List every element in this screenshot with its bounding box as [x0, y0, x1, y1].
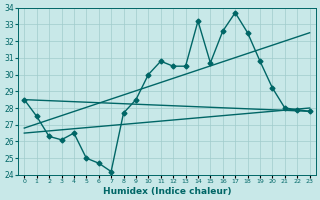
- X-axis label: Humidex (Indice chaleur): Humidex (Indice chaleur): [103, 187, 231, 196]
